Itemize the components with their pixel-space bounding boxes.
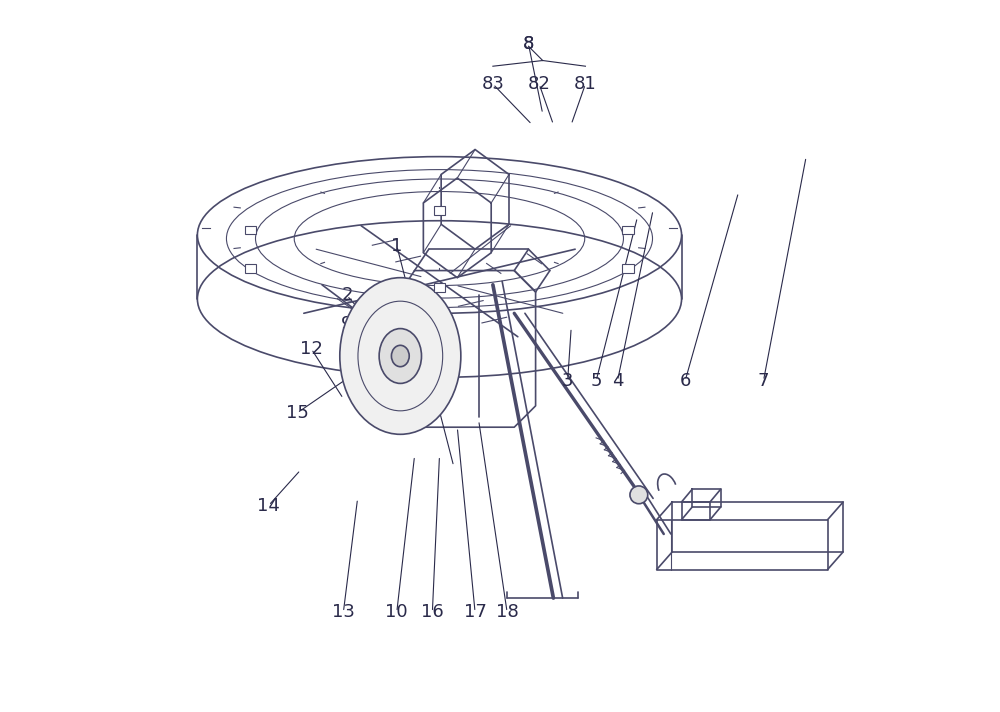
Text: 10: 10	[385, 603, 408, 622]
Text: 14: 14	[257, 496, 280, 515]
Text: 2: 2	[341, 286, 353, 305]
Text: 83: 83	[481, 75, 504, 93]
FancyBboxPatch shape	[245, 264, 256, 273]
Text: 12: 12	[300, 340, 323, 358]
Ellipse shape	[630, 486, 648, 504]
FancyBboxPatch shape	[434, 283, 445, 292]
Text: 13: 13	[332, 603, 355, 622]
FancyBboxPatch shape	[245, 226, 256, 234]
Text: 81: 81	[574, 75, 597, 93]
Ellipse shape	[391, 345, 409, 367]
FancyBboxPatch shape	[434, 206, 445, 215]
FancyBboxPatch shape	[622, 264, 634, 273]
Text: 8: 8	[523, 35, 534, 53]
Text: 9: 9	[341, 315, 353, 333]
Text: 18: 18	[496, 603, 518, 622]
Text: 6: 6	[679, 372, 691, 390]
FancyBboxPatch shape	[622, 226, 634, 234]
Text: 7: 7	[758, 372, 769, 390]
Text: 16: 16	[421, 603, 444, 622]
Text: 4: 4	[612, 372, 623, 390]
Text: 8: 8	[523, 35, 534, 53]
Text: 1: 1	[391, 236, 402, 255]
Text: 3: 3	[562, 372, 573, 390]
Ellipse shape	[340, 278, 461, 434]
Text: 5: 5	[590, 372, 602, 390]
Text: 17: 17	[464, 603, 487, 622]
Text: 15: 15	[286, 404, 309, 422]
Ellipse shape	[197, 221, 682, 377]
Ellipse shape	[379, 329, 422, 383]
Text: 82: 82	[528, 75, 551, 93]
